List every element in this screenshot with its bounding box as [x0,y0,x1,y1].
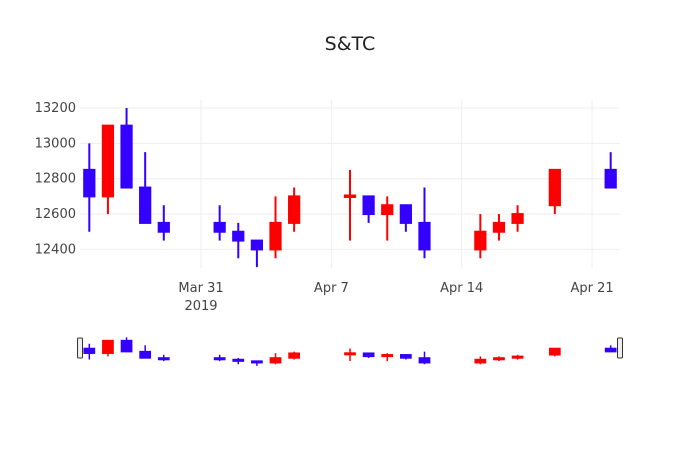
y-tick-label: 12400 [35,242,76,257]
slider-body [139,350,152,359]
slider-body [511,355,524,359]
candle-body [362,195,375,216]
slider-body [399,354,412,359]
slider-body [120,339,133,353]
candle-body [343,194,357,198]
candle-body [139,186,152,224]
x-tick-label: Apr 21 [570,281,613,296]
slider-body [418,357,431,364]
candle-body [604,168,617,189]
candle-body [492,221,506,233]
slider-body [548,347,561,356]
slider-body [102,339,114,354]
candle-body [232,230,245,242]
candle-body [288,195,301,224]
slider-body [269,357,282,364]
slider-body [474,358,487,364]
slider-body [251,360,263,364]
slider-body [381,354,394,358]
candle-body [83,168,96,198]
slider-handle[interactable] [77,337,83,359]
slider-body [344,352,356,356]
slider-body [213,357,226,361]
candle-body [213,221,226,233]
candle-body [418,221,431,251]
candle-body [101,124,115,198]
candle-body [474,230,487,251]
slider-body [604,347,617,353]
slider-body [288,352,301,359]
candle-body [269,221,282,251]
slider-body [362,352,375,358]
y-tick-label: 13000 [35,136,76,151]
y-tick-label: 12800 [35,171,76,186]
candle-body [399,204,412,224]
chart-title: S&TC [325,33,376,55]
x-tick-label: Apr 7 [314,281,349,296]
candle-body [157,221,170,233]
candle-body [120,124,133,189]
candle-body [511,213,524,224]
x-tick-label: Apr 14 [440,281,483,296]
y-tick-label: 12600 [35,207,76,222]
candle-body [250,239,264,251]
slider-body [493,357,505,361]
candle-body [548,168,561,207]
x-tick-label: Mar 31 2019 [178,281,223,314]
slider-body [157,357,170,361]
candle-body [381,204,394,216]
slider-body [232,358,245,362]
y-tick-label: 13200 [35,100,76,115]
slider-body [83,347,96,354]
slider-handle[interactable] [617,337,623,359]
